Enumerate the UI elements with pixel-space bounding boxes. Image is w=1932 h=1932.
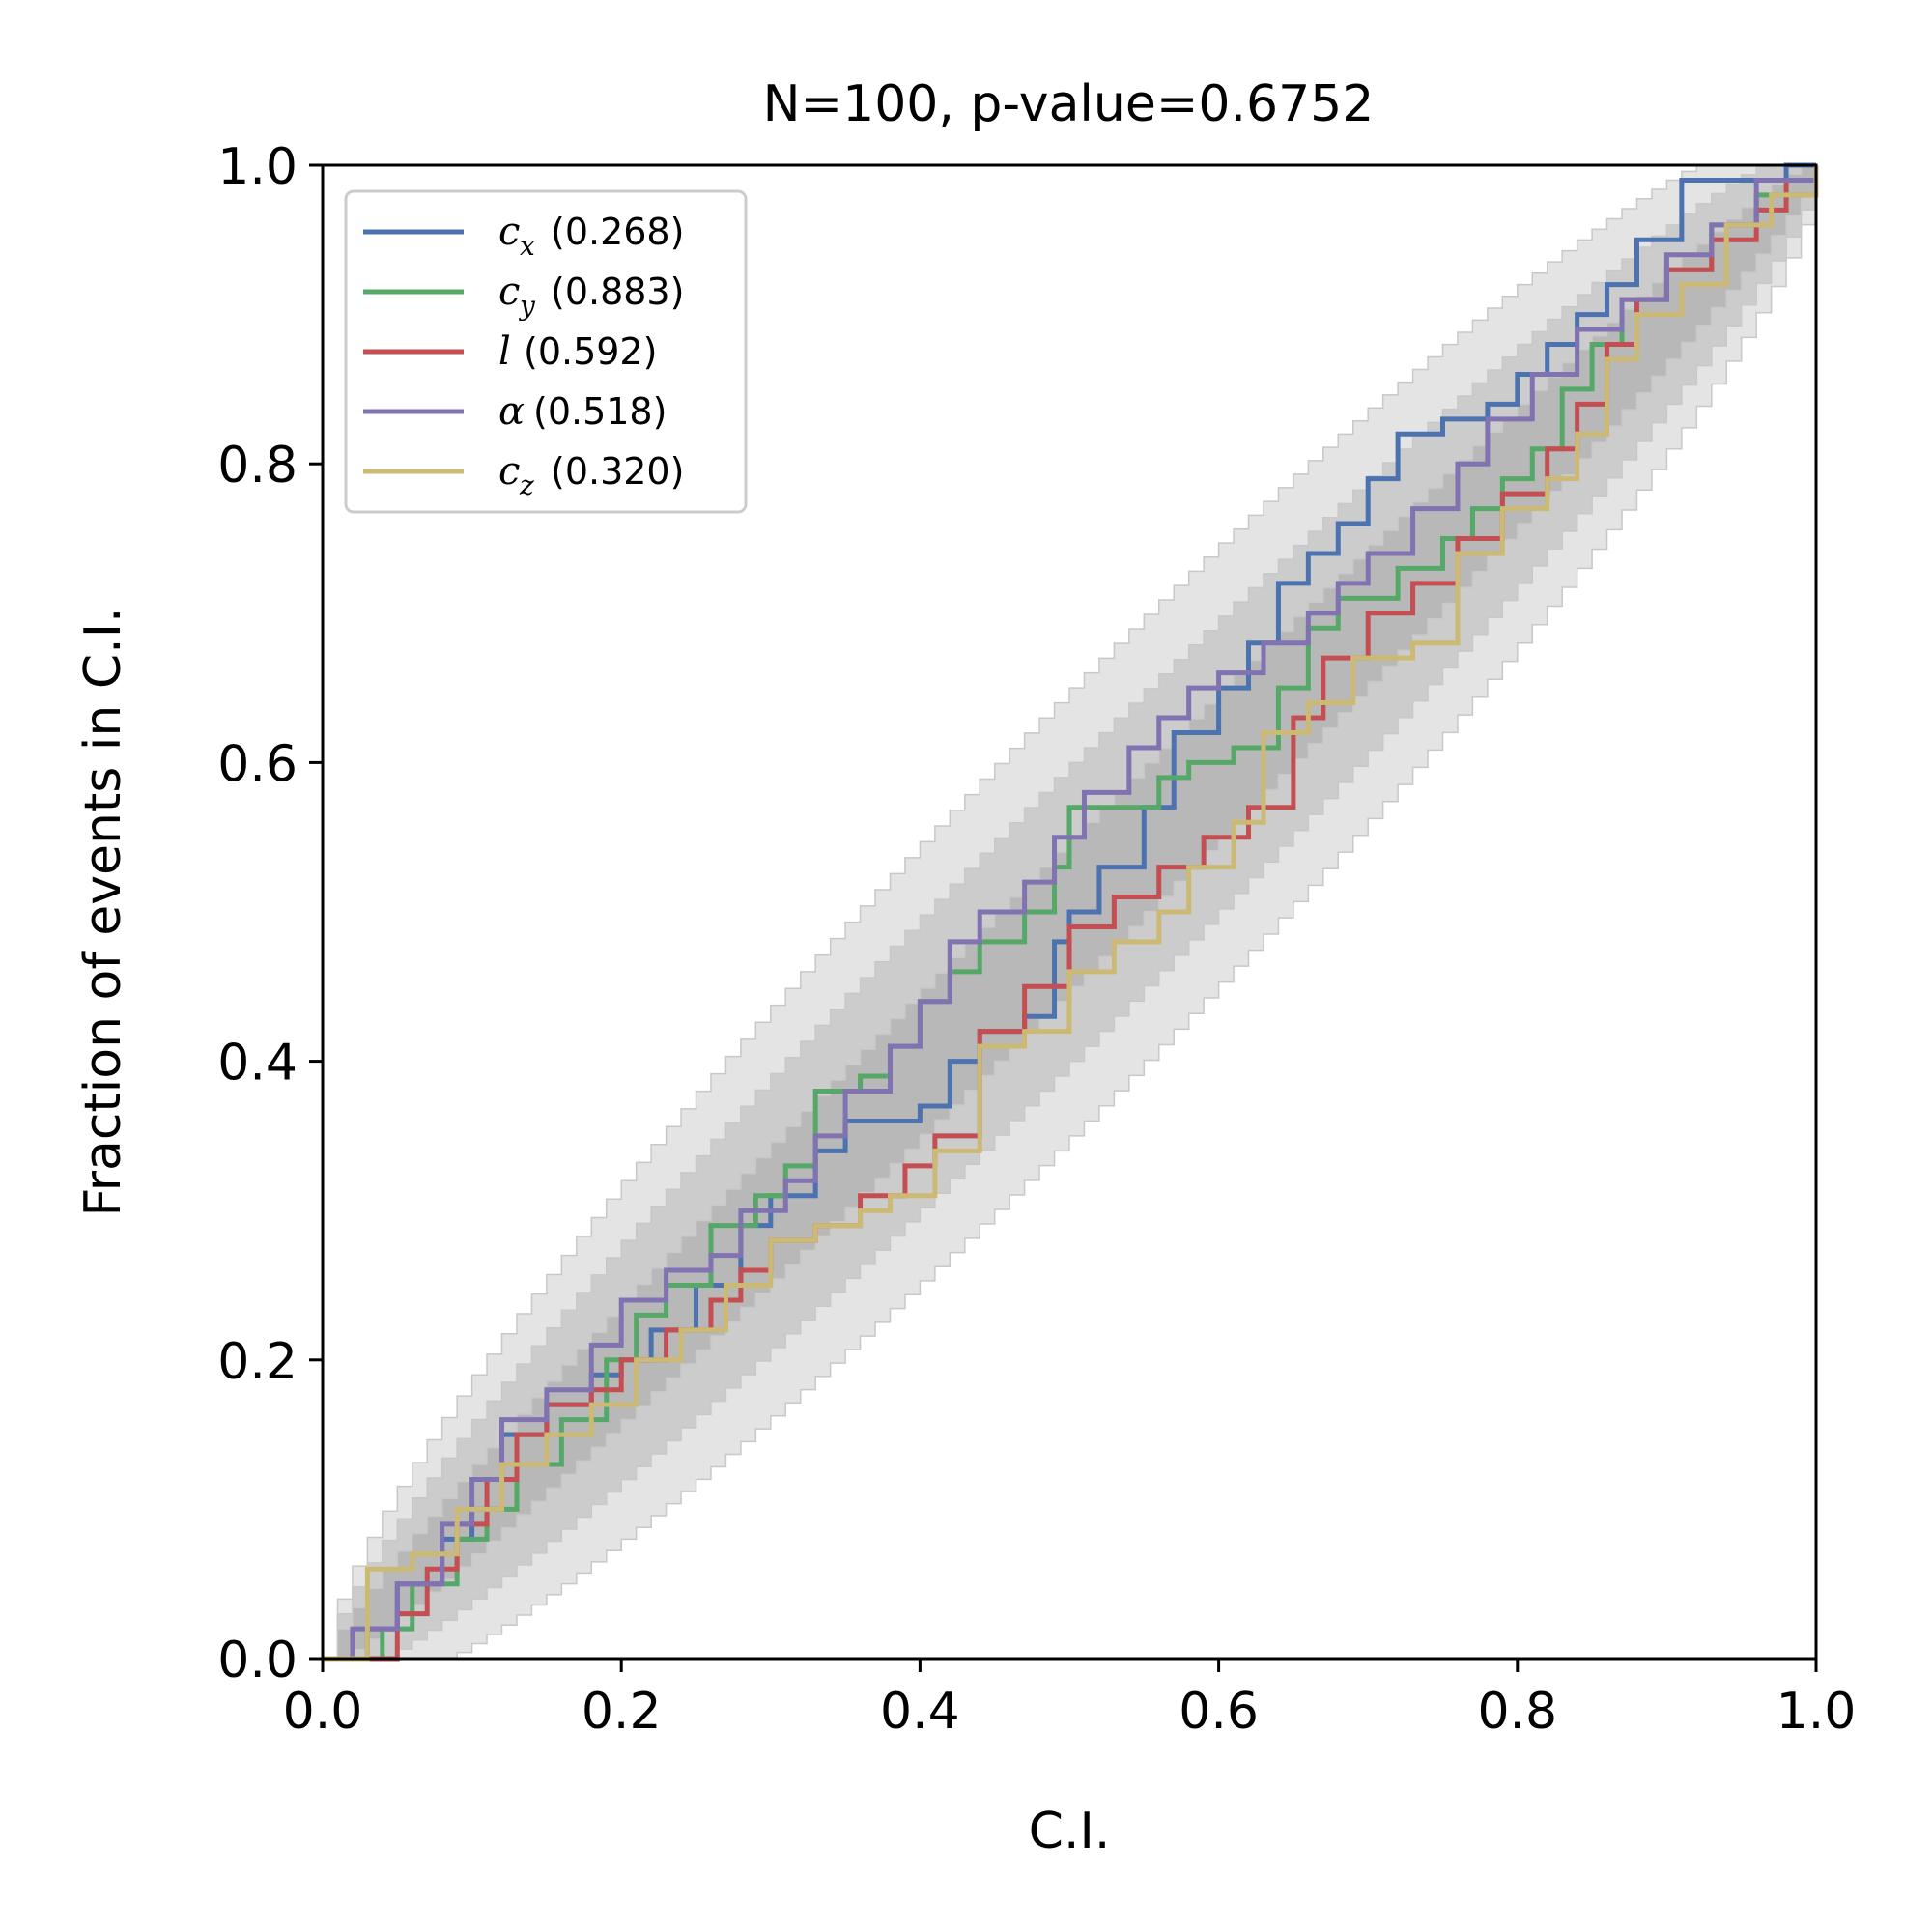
- legend-pvalue: (0.320): [551, 450, 684, 493]
- y-tick-label: 0.0: [217, 1632, 298, 1690]
- y-tick-label: 0.2: [217, 1333, 298, 1391]
- legend-symbol: l: [498, 329, 511, 374]
- x-axis: 0.0 0.2 0.4 0.6 0.8 1.0: [283, 1659, 1857, 1741]
- legend-pvalue: (0.268): [551, 211, 684, 253]
- legend: c x (0.268)c y (0.883)l (0.592)α (0.518)c z (0.3…: [344, 189, 748, 514]
- series-line-c_z: [323, 165, 1819, 1662]
- legend-entry-c_x: c x (0.268): [363, 210, 684, 262]
- legend-symbol: α: [498, 389, 525, 434]
- legend-symbol: c: [498, 270, 520, 314]
- plot-frame: [321, 163, 1818, 1661]
- x-tick-label: 0.6: [1179, 1683, 1259, 1741]
- legend-subscript: x: [520, 230, 535, 262]
- x-tick-label: 0.2: [582, 1683, 662, 1741]
- x-tick-label: 1.0: [1776, 1683, 1857, 1741]
- chart-title: N=100, p-value=0.6752: [763, 75, 1375, 133]
- x-axis-label: C.I.: [1029, 1803, 1111, 1861]
- series-lines: [323, 162, 1819, 1662]
- legend-pvalue: (0.592): [524, 330, 657, 373]
- legend-subscript: z: [519, 469, 534, 501]
- x-tick-label: 0.8: [1477, 1683, 1557, 1741]
- series-line-alpha: [323, 165, 1819, 1662]
- legend-entry-l: l (0.592): [363, 329, 657, 374]
- x-tick-label: 0.0: [283, 1683, 363, 1741]
- legend-symbol: c: [498, 210, 520, 254]
- legend-box: [344, 189, 748, 514]
- legend-entry-alpha: α (0.518): [363, 389, 667, 434]
- legend-entry-c_y: c y (0.883): [363, 270, 684, 322]
- legend-entry-c_z: c z (0.320): [363, 449, 684, 501]
- y-axis-label: Fraction of events in C.I.: [74, 607, 132, 1216]
- y-tick-label: 0.6: [217, 735, 298, 793]
- y-axis: 0.0 0.2 0.4 0.6 0.8 1.0: [217, 138, 323, 1690]
- legend-symbol: c: [498, 449, 520, 494]
- legend-pvalue: (0.883): [551, 270, 684, 313]
- y-tick-label: 1.0: [217, 138, 298, 196]
- y-tick-label: 0.8: [217, 437, 298, 495]
- legend-pvalue: (0.518): [533, 390, 667, 433]
- legend-subscript: y: [518, 290, 536, 322]
- x-tick-label: 0.4: [880, 1683, 960, 1741]
- y-tick-label: 0.4: [217, 1035, 298, 1093]
